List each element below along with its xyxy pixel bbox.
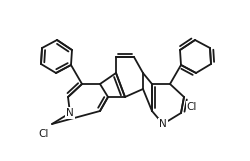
Text: Cl: Cl: [186, 102, 196, 112]
Text: N: N: [158, 119, 166, 129]
Text: N: N: [66, 108, 74, 118]
Text: Cl: Cl: [39, 129, 49, 139]
